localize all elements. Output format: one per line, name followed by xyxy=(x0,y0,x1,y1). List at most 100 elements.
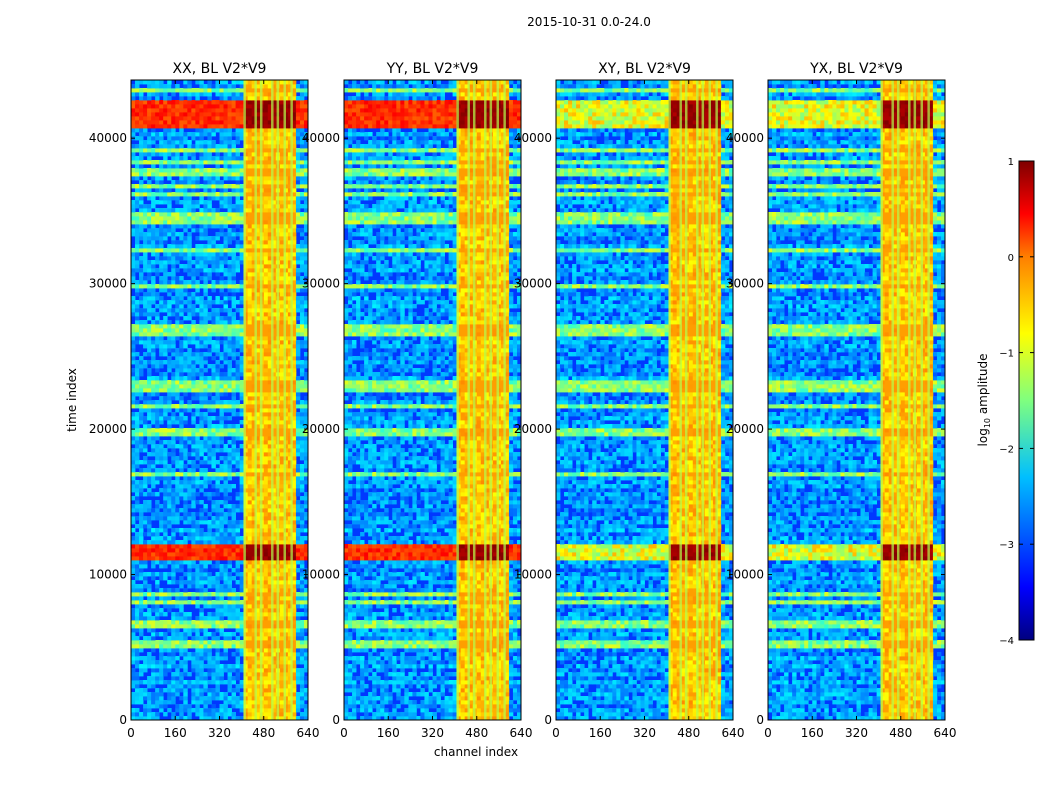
heatmap-cell xyxy=(287,664,293,669)
heatmap-cell xyxy=(135,284,140,289)
heatmap-cell xyxy=(199,488,204,493)
heatmap-cell xyxy=(251,456,257,461)
heatmap-cell xyxy=(143,624,148,629)
heatmap-cell xyxy=(203,536,208,541)
heatmap-cell xyxy=(247,548,253,553)
heatmap-cell xyxy=(299,408,305,413)
heatmap-cell xyxy=(191,644,196,649)
heatmap-cell xyxy=(155,416,160,421)
heatmap-cell xyxy=(299,704,305,709)
heatmap-cell xyxy=(231,392,236,397)
heatmap-cell xyxy=(235,240,241,245)
heatmap-cell xyxy=(247,516,253,521)
heatmap-cell xyxy=(167,416,172,421)
heatmap-cell xyxy=(199,440,204,445)
heatmap-cell xyxy=(223,580,228,585)
heatmap-cell xyxy=(143,324,148,329)
heatmap-cell xyxy=(215,580,220,585)
heatmap-cell xyxy=(179,672,184,677)
heatmap-cell xyxy=(147,260,152,265)
heatmap-cell xyxy=(191,596,196,601)
heatmap-cell xyxy=(143,268,148,273)
heatmap-cell xyxy=(163,560,168,565)
heatmap-cell xyxy=(171,272,176,277)
heatmap-cell xyxy=(167,544,172,549)
heatmap-cell xyxy=(155,704,160,709)
heatmap-cell xyxy=(235,376,241,381)
heatmap-cell xyxy=(179,348,184,353)
heatmap-cell xyxy=(247,528,253,533)
heatmap-cell xyxy=(255,340,261,345)
heatmap-cell xyxy=(203,340,208,345)
heatmap-cell xyxy=(155,456,160,461)
heatmap-cell xyxy=(191,572,196,577)
heatmap-cell xyxy=(263,320,269,325)
heatmap-cell xyxy=(131,248,136,253)
heatmap-cell xyxy=(251,644,257,649)
heatmap-cell xyxy=(255,244,261,249)
heatmap-cell xyxy=(159,664,164,669)
heatmap-cell xyxy=(211,372,216,377)
heatmap-cell xyxy=(287,580,293,585)
heatmap-cell xyxy=(131,544,136,549)
heatmap-cell xyxy=(299,508,305,513)
heatmap-cell xyxy=(171,244,176,249)
heatmap-cell xyxy=(231,512,236,517)
heatmap-cell xyxy=(267,360,273,365)
heatmap-cell xyxy=(279,692,285,697)
heatmap-cell xyxy=(247,412,253,417)
heatmap-cell xyxy=(159,296,164,301)
heatmap-cell xyxy=(279,580,285,585)
heatmap-cell xyxy=(163,468,168,473)
heatmap-cell xyxy=(291,508,297,513)
heatmap-cell xyxy=(295,348,301,353)
heatmap-cell xyxy=(147,628,152,633)
heatmap-cell xyxy=(247,444,253,449)
heatmap-cell xyxy=(271,636,277,641)
heatmap-cell xyxy=(163,200,168,205)
heatmap-cell xyxy=(303,272,309,277)
heatmap-cell xyxy=(175,304,180,309)
heatmap-cell xyxy=(207,696,212,701)
heatmap-cell xyxy=(163,688,168,693)
heatmap-cell xyxy=(215,332,220,337)
heatmap-cell xyxy=(195,392,200,397)
heatmap-cell xyxy=(187,316,192,321)
heatmap-cell xyxy=(267,444,273,449)
heatmap-cell xyxy=(219,320,224,325)
heatmap-cell xyxy=(255,296,261,301)
heatmap-cell xyxy=(155,332,160,337)
heatmap-cell xyxy=(215,668,220,673)
heatmap-cell xyxy=(139,700,144,705)
heatmap-cell xyxy=(199,612,204,617)
heatmap-cell xyxy=(167,548,172,553)
heatmap-cell xyxy=(279,228,285,233)
heatmap-cell xyxy=(235,284,241,289)
heatmap-cell xyxy=(147,248,152,253)
heatmap-cell xyxy=(191,484,196,489)
heatmap-cell xyxy=(299,624,305,629)
heatmap-cell xyxy=(219,416,224,421)
heatmap-cell xyxy=(263,564,269,569)
heatmap-cell xyxy=(215,612,220,617)
heatmap-cell xyxy=(247,608,253,613)
heatmap-cell xyxy=(175,352,180,357)
heatmap-cell xyxy=(131,460,136,465)
heatmap-cell xyxy=(303,460,309,465)
heatmap-cell xyxy=(199,484,204,489)
heatmap-cell xyxy=(279,280,285,285)
heatmap-cell xyxy=(199,312,204,317)
heatmap-cell xyxy=(287,372,293,377)
heatmap-cell xyxy=(231,644,236,649)
heatmap-cell xyxy=(183,316,188,321)
heatmap-cell xyxy=(223,640,228,645)
heatmap-cell xyxy=(183,356,188,361)
heatmap-cell xyxy=(143,248,148,253)
heatmap-cell xyxy=(271,644,277,649)
heatmap-cell xyxy=(147,212,152,217)
heatmap-cell xyxy=(299,268,305,273)
heatmap-cell xyxy=(135,712,140,717)
heatmap-cell xyxy=(195,308,200,313)
heatmap-cell xyxy=(255,204,261,209)
heatmap-cell xyxy=(143,320,148,325)
